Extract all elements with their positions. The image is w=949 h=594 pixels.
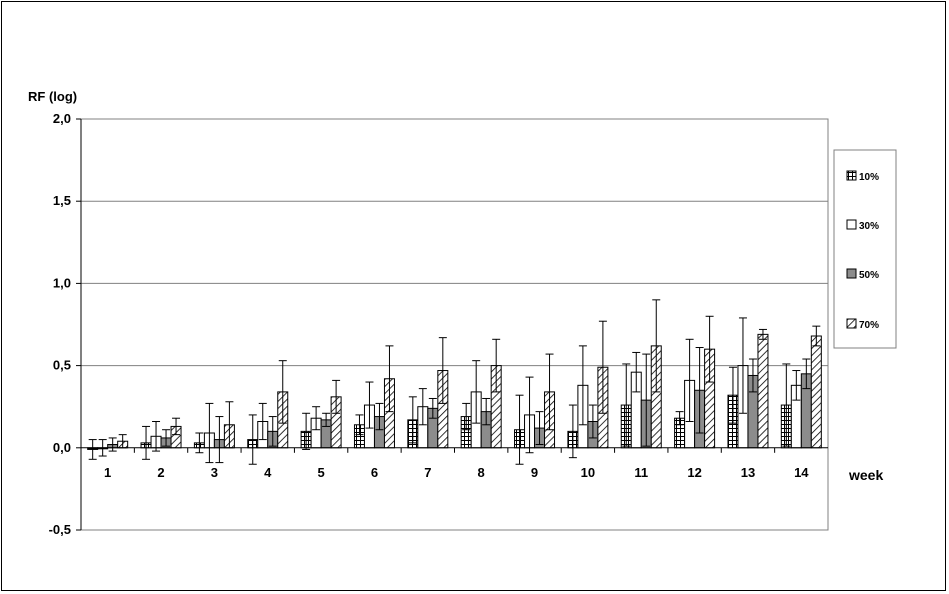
- gridlines: [81, 118, 828, 367]
- y-tick-label: 1,5: [53, 193, 71, 208]
- y-tick-label: 2,0: [53, 111, 71, 126]
- x-axis-label: week: [848, 467, 883, 483]
- x-tick-label: 6: [371, 465, 378, 480]
- legend-label: 70%: [859, 320, 879, 331]
- legend-label: 30%: [859, 221, 879, 232]
- y-tick-label: 0,0: [53, 440, 71, 455]
- error-bars: [88, 299, 821, 465]
- axes: -0,50,00,51,01,52,01 2 3 4 5 6 7 8 9 10 11 12 13 14: [49, 111, 828, 537]
- legend: 10% 30% 50% 70%: [833, 149, 897, 349]
- legend-label: 10%: [859, 172, 879, 183]
- bar: [757, 333, 769, 449]
- x-tick-label: 4: [264, 465, 272, 480]
- y-axis-label: RF (log): [28, 89, 77, 104]
- y-tick-label: -0,5: [49, 522, 71, 537]
- legend-box: [833, 149, 897, 349]
- legend-swatch: [846, 318, 857, 329]
- x-tick-label: 10: [581, 465, 595, 480]
- x-tick-label: 1: [104, 465, 111, 480]
- legend-label: 50%: [859, 270, 879, 281]
- bar: [810, 335, 822, 449]
- x-tick-label: 8: [478, 465, 485, 480]
- x-tick-label: 12: [687, 465, 701, 480]
- plot-area: [80, 118, 829, 531]
- legend-swatch: [846, 219, 857, 230]
- x-tick-label: 7: [424, 465, 431, 480]
- y-tick-label: 1,0: [53, 275, 71, 290]
- x-tick-label: 5: [317, 465, 324, 480]
- legend-swatch: [846, 170, 857, 181]
- x-tick-label: 14: [794, 465, 809, 480]
- legend-swatch: [846, 268, 857, 279]
- x-tick-label: 9: [531, 465, 538, 480]
- x-tick-label: 11: [634, 465, 648, 480]
- y-tick-label: 0,5: [53, 358, 71, 373]
- x-tick-label: 13: [741, 465, 755, 480]
- x-tick-label: 3: [211, 465, 218, 480]
- x-tick-label: 2: [157, 465, 164, 480]
